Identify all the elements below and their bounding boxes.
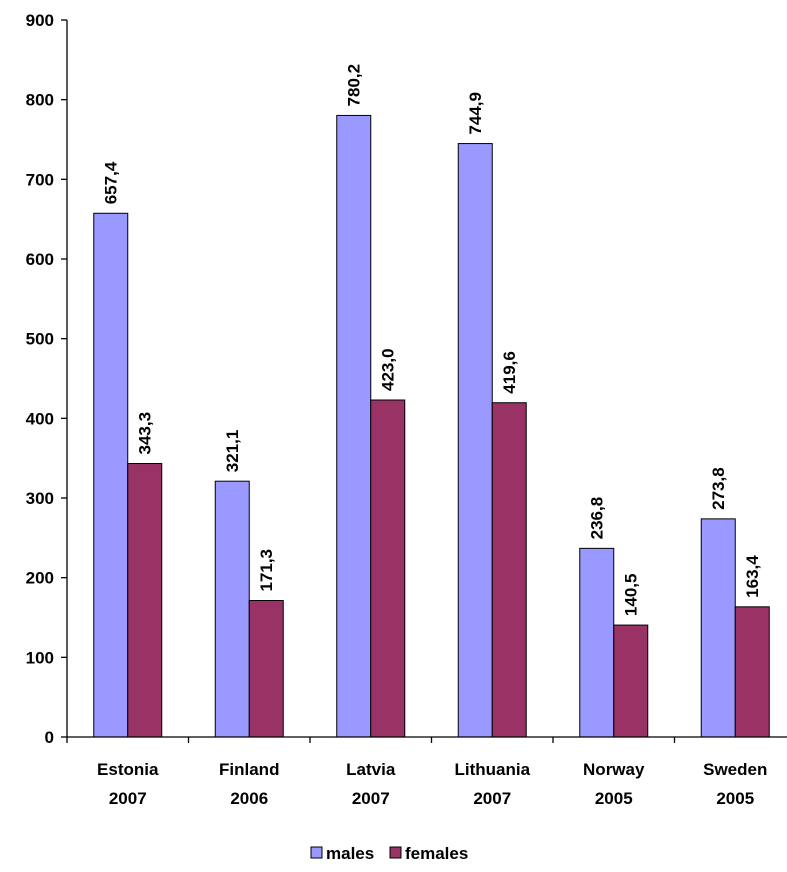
x-tick-label: 2007 [109, 789, 147, 808]
bar-females [613, 624, 649, 738]
y-tick-label: 300 [26, 489, 54, 508]
y-tick-label: 100 [26, 648, 54, 667]
x-axis: Estonia 2007 Finland 2006 Latvia 2007 Lithuani… [66, 736, 787, 808]
bars: 657,4 343,3 321,1 171,3 780,2 423,0 744,9 419,6… [93, 64, 770, 738]
bar-males [457, 143, 493, 738]
legend-swatch-males [310, 846, 323, 859]
bar-males [579, 547, 615, 738]
bar-females [491, 402, 527, 738]
bar-females [734, 606, 770, 738]
y-tick-label: 800 [26, 91, 54, 110]
x-tick-label: Finland [219, 760, 279, 779]
x-tick-label: Latvia [346, 760, 396, 779]
legend-swatch-females [389, 846, 402, 859]
x-tick-label: Estonia [97, 760, 159, 779]
data-label: 321,1 [223, 430, 242, 473]
x-tick-label: 2006 [230, 789, 268, 808]
bar-females [370, 399, 406, 738]
y-tick-label: 200 [26, 569, 54, 588]
data-label: 744,9 [466, 92, 485, 135]
x-tick-label: Norway [583, 760, 645, 779]
y-tick-label: 400 [26, 409, 54, 428]
x-tick-label: Lithuania [454, 760, 530, 779]
bar-males [336, 114, 372, 738]
data-label: 657,4 [102, 161, 121, 204]
x-tick-label: 2007 [473, 789, 511, 808]
data-label: 419,6 [500, 351, 519, 394]
x-tick-label: Sweden [703, 760, 767, 779]
data-label: 140,5 [622, 574, 641, 617]
bar-males [214, 480, 250, 738]
bar-males [700, 518, 736, 738]
bar-females [127, 463, 163, 738]
y-tick-label: 500 [26, 330, 54, 349]
y-tick-label: 700 [26, 170, 54, 189]
y-axis: 0 100 200 300 400 500 600 700 800 900 [26, 11, 68, 747]
x-tick-label: 2005 [716, 789, 754, 808]
y-tick-label: 600 [26, 250, 54, 269]
legend: males females [310, 844, 468, 863]
x-tick-label: 2007 [352, 789, 390, 808]
legend-label-males: males [326, 844, 374, 863]
legend-label-females: females [405, 844, 468, 863]
data-label: 343,3 [136, 412, 155, 455]
data-label: 780,2 [345, 64, 364, 107]
y-tick-label: 900 [26, 11, 54, 30]
bar-females [248, 600, 284, 738]
data-label: 273,8 [709, 467, 728, 510]
data-label: 236,8 [588, 497, 607, 540]
data-label: 423,0 [379, 348, 398, 391]
x-tick-label: 2005 [595, 789, 633, 808]
bar-males [93, 212, 129, 738]
data-label: 171,3 [257, 549, 276, 592]
data-label: 163,4 [743, 555, 762, 598]
y-tick-label: 0 [45, 728, 54, 747]
